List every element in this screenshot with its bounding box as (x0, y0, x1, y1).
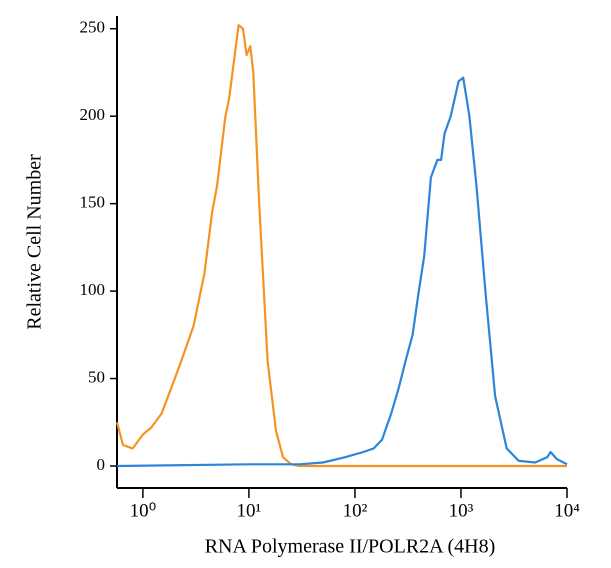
x-axis-label: RNA Polymerase II/POLR2A (4H8) (205, 536, 496, 558)
y-tick-label: 100 (80, 280, 106, 299)
histogram-line (116, 76, 568, 468)
x-tick-label: 10² (343, 500, 368, 521)
x-tick-label: 10¹ (237, 500, 262, 521)
x-tick-label: 10⁰ (130, 500, 157, 521)
x-tick-label: 10³ (449, 500, 474, 521)
y-tick-label: 250 (80, 18, 106, 37)
y-tick-label: 50 (88, 367, 105, 386)
y-axis-label: Relative Cell Number (24, 154, 46, 330)
histogram-line (115, 24, 567, 468)
y-tick-label: 150 (80, 193, 106, 212)
y-tick-label: 0 (97, 455, 106, 474)
x-tick-label: 10⁴ (554, 500, 580, 521)
y-tick-label: 200 (80, 105, 106, 124)
